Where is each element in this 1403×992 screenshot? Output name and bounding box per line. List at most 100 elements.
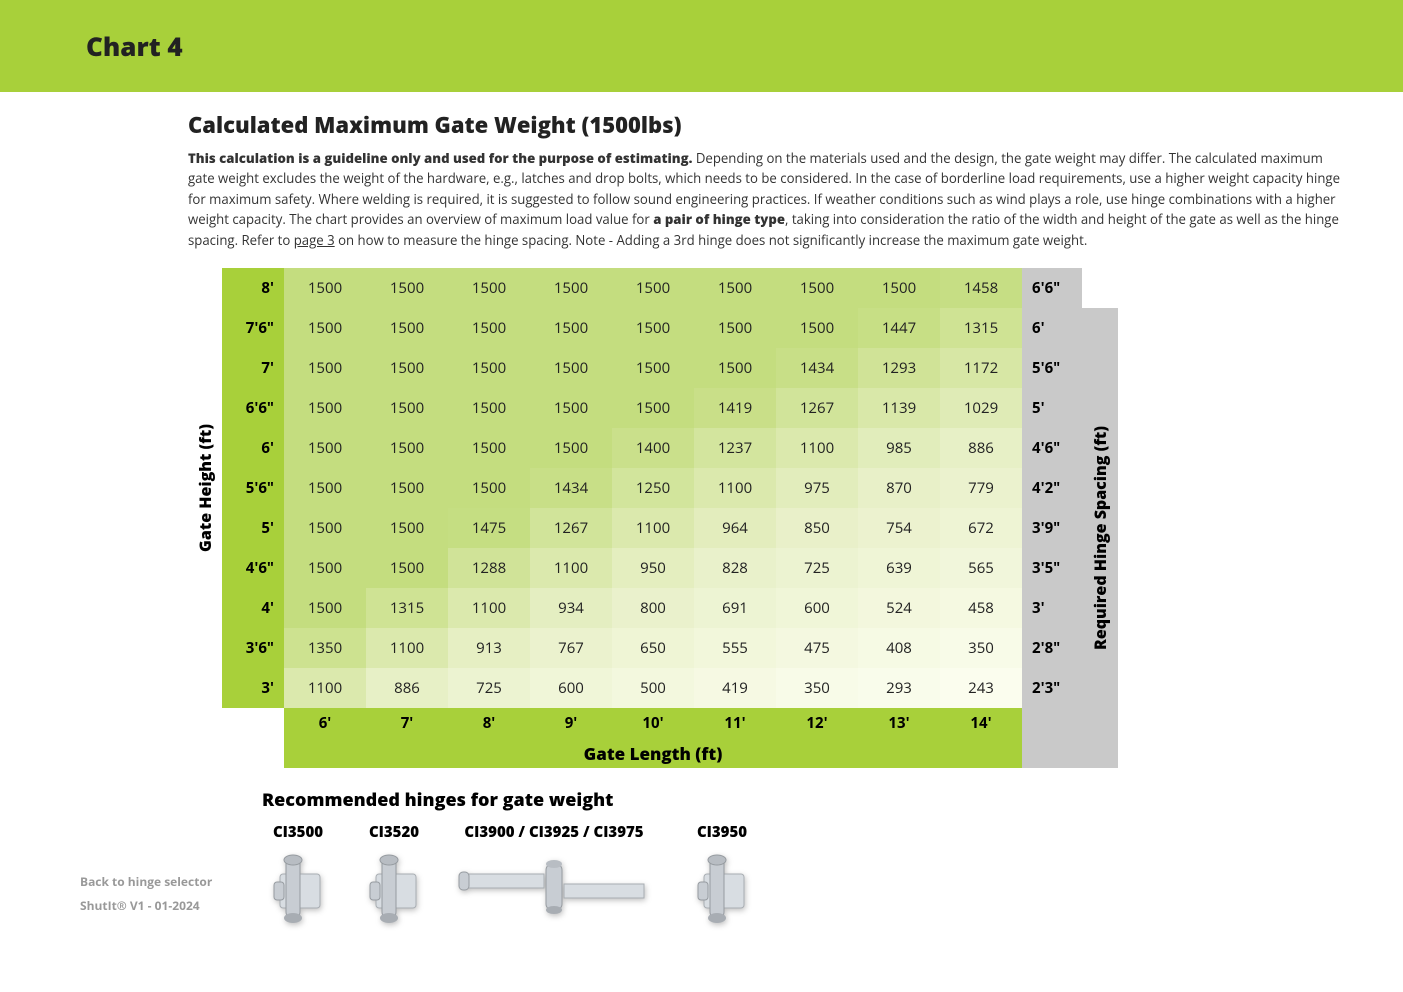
data-cell: 1500 (284, 588, 366, 628)
data-cell: 886 (940, 428, 1022, 468)
hinge-item: CI3950 (686, 822, 758, 937)
table-row: 150013151100934800691600524458 (284, 588, 1022, 628)
header-banner: Chart 4 (0, 0, 1403, 92)
row-header: 8' (222, 268, 284, 308)
table-row: 1500150012881100950828725639565 (284, 548, 1022, 588)
data-cell: 1500 (530, 388, 612, 428)
data-cell: 1500 (776, 268, 858, 308)
spacing-label: 6'6" (1022, 268, 1082, 308)
data-cell: 1500 (858, 268, 940, 308)
data-cell: 1434 (530, 468, 612, 508)
data-cell: 1500 (530, 428, 612, 468)
data-cell: 1475 (448, 508, 530, 548)
hinge-icon (686, 852, 758, 937)
data-cell: 1500 (694, 348, 776, 388)
footer-version: ShutIt® V1 - 01-2024 (80, 894, 212, 918)
table-row: 150015001500143412501100975870779 (284, 468, 1022, 508)
data-cell: 1500 (284, 468, 366, 508)
row-header: 5'6" (222, 468, 284, 508)
hinge-label: CI3500 (262, 822, 334, 842)
data-cell: 1500 (366, 388, 448, 428)
data-cell: 243 (940, 668, 1022, 708)
data-cell: 1500 (366, 548, 448, 588)
data-cell: 828 (694, 548, 776, 588)
col-header: 11' (694, 708, 776, 738)
data-cell: 1267 (530, 508, 612, 548)
data-cell: 1500 (448, 268, 530, 308)
row-header: 6' (222, 428, 284, 468)
data-cell: 691 (694, 588, 776, 628)
col-header: 7' (366, 708, 448, 738)
data-cell: 408 (858, 628, 940, 668)
data-cell: 1500 (284, 548, 366, 588)
col-header: 9' (530, 708, 612, 738)
desc-body3: on how to measure the hinge spacing. Not… (335, 231, 1088, 249)
spacing-label: 2'3" (1022, 668, 1082, 708)
data-cell: 1500 (284, 348, 366, 388)
data-cell: 1500 (612, 268, 694, 308)
recommended-hinges: Recommended hinges for gate weight CI350… (262, 788, 1343, 937)
data-cell: 1500 (366, 428, 448, 468)
data-cell: 1458 (940, 268, 1022, 308)
data-cell: 1500 (366, 268, 448, 308)
hinge-icon (262, 852, 334, 937)
data-cell: 725 (448, 668, 530, 708)
spacing-label: 5' (1022, 388, 1082, 428)
data-cell: 1100 (612, 508, 694, 548)
hinge-icon (358, 852, 430, 937)
spacing-label: 3'9" (1022, 508, 1082, 548)
spacing-label: 4'6" (1022, 428, 1082, 468)
desc-lead-bold: This calculation is a guideline only and… (188, 149, 692, 167)
hinge-icon (454, 852, 654, 927)
data-cell: 1500 (448, 308, 530, 348)
data-cell: 600 (530, 668, 612, 708)
data-cell: 1172 (940, 348, 1022, 388)
x-axis-label: Gate Length (ft) (284, 738, 1022, 768)
data-cell: 1139 (858, 388, 940, 428)
spacing-label: 2'8" (1022, 628, 1082, 668)
data-cell: 1500 (366, 508, 448, 548)
data-cell: 1500 (776, 308, 858, 348)
data-cell: 754 (858, 508, 940, 548)
data-cell: 1500 (612, 348, 694, 388)
data-cell: 1419 (694, 388, 776, 428)
col-header: 8' (448, 708, 530, 738)
row-header: 3' (222, 668, 284, 708)
data-cell: 1100 (530, 548, 612, 588)
data-cell: 1500 (284, 388, 366, 428)
data-cell: 600 (776, 588, 858, 628)
data-cell: 1500 (366, 348, 448, 388)
col-header: 6' (284, 708, 366, 738)
footer-link[interactable]: Back to hinge selector (80, 870, 212, 894)
row-header: 4' (222, 588, 284, 628)
table-row: 150015001500150015001500143412931172 (284, 348, 1022, 388)
data-cell: 1237 (694, 428, 776, 468)
data-cell: 1100 (776, 428, 858, 468)
row-header: 7' (222, 348, 284, 388)
data-cell: 293 (858, 668, 940, 708)
data-cell: 1029 (940, 388, 1022, 428)
table-row: 13501100913767650555475408350 (284, 628, 1022, 668)
data-cell: 1350 (284, 628, 366, 668)
col-header: 12' (776, 708, 858, 738)
row-header: 3'6" (222, 628, 284, 668)
desc-link[interactable]: page 3 (294, 231, 335, 249)
hinge-label: CI3520 (358, 822, 430, 842)
data-cell: 458 (940, 588, 1022, 628)
spacing-axis-label: Required Hinge Spacing (ft) (1082, 308, 1118, 768)
data-cell: 1447 (858, 308, 940, 348)
data-cell: 1500 (448, 388, 530, 428)
data-cell: 524 (858, 588, 940, 628)
table-row: 150015001500150015001500150014471315 (284, 308, 1022, 348)
spacing-label: 3'5" (1022, 548, 1082, 588)
data-cell: 1100 (448, 588, 530, 628)
spacing-label: 6' (1022, 308, 1082, 348)
data-cell: 1293 (858, 348, 940, 388)
data-cell: 350 (776, 668, 858, 708)
content-area: Calculated Maximum Gate Weight (1500lbs)… (0, 92, 1403, 967)
table-row: 1100886725600500419350293243 (284, 668, 1022, 708)
data-cell: 1500 (366, 308, 448, 348)
data-cell: 1500 (530, 268, 612, 308)
hinge-item: CI3500 (262, 822, 334, 937)
data-cell: 950 (612, 548, 694, 588)
